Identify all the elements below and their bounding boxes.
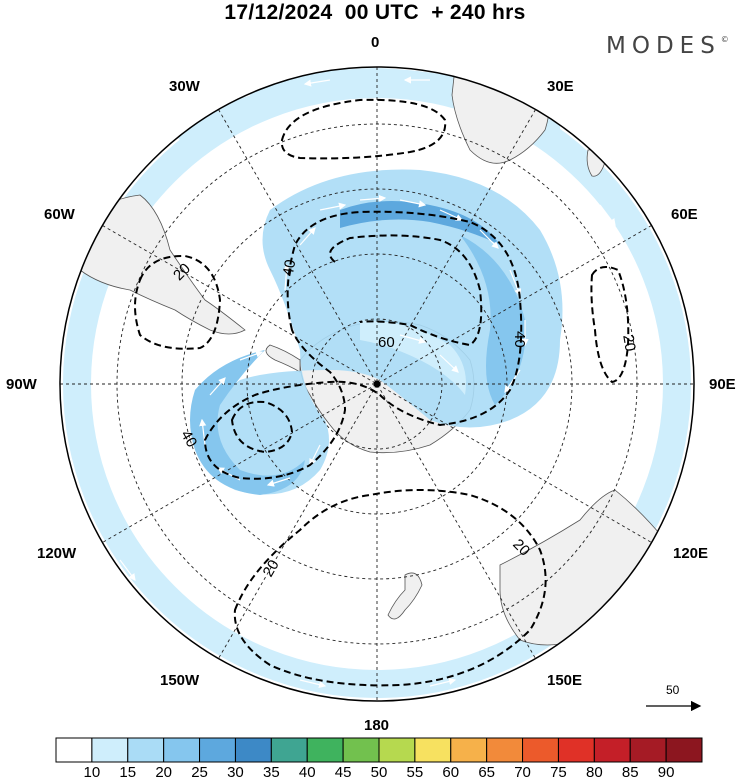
colorbar-swatch bbox=[414, 737, 452, 763]
lon-label-60e: 60E bbox=[671, 206, 698, 223]
colorbar-tick-label: 40 bbox=[298, 764, 316, 781]
colorbar-tick-label: 30 bbox=[227, 764, 244, 781]
colorbar-swatch bbox=[163, 737, 201, 763]
colorbar-swatch bbox=[629, 737, 667, 763]
colorbar-swatch bbox=[234, 737, 272, 763]
contour-20-east bbox=[590, 265, 630, 384]
lon-label-90e: 90E bbox=[709, 376, 736, 393]
colorbar-tick-label: 15 bbox=[119, 764, 137, 781]
colorbar-swatch bbox=[127, 737, 165, 763]
contour-40-jet bbox=[203, 210, 523, 480]
contour-20-south-america bbox=[134, 254, 222, 350]
antarctic-peninsula-land bbox=[265, 344, 301, 373]
lon-label-120w: 120W bbox=[37, 545, 77, 562]
south-pole-marker bbox=[373, 380, 381, 388]
colorbar-swatch bbox=[486, 737, 524, 763]
meridian-lines bbox=[60, 67, 694, 701]
colorbar-swatch bbox=[55, 737, 93, 763]
contour-label: 40 bbox=[280, 258, 300, 277]
colorbar-tick-label: 85 bbox=[621, 764, 639, 781]
south-america-land bbox=[69, 194, 246, 335]
colorbar-tick-label: 75 bbox=[550, 764, 567, 781]
colorbar-swatch bbox=[557, 737, 595, 763]
jet-stream-loop-west bbox=[190, 350, 305, 495]
colorbar-tick-label: 55 bbox=[406, 764, 424, 781]
polar-wind-map: 20 40 60 40 40 20 20 20 bbox=[59, 66, 702, 712]
contour-20-west-loop bbox=[230, 400, 294, 454]
lon-label-150w: 150W bbox=[160, 672, 200, 689]
colorbar-tick-label: 90 bbox=[657, 764, 675, 781]
colorbar-tick-label: 80 bbox=[585, 764, 603, 781]
colorbar-swatch bbox=[378, 737, 416, 763]
contour-label: 40 bbox=[177, 427, 200, 450]
contour-20-south bbox=[233, 489, 547, 687]
lon-label-30w: 30W bbox=[169, 78, 200, 95]
lon-label-120e: 120E bbox=[673, 545, 709, 562]
lon-label-30e: 30E bbox=[547, 78, 574, 95]
contour-60 bbox=[329, 234, 483, 347]
new-zealand-land bbox=[387, 572, 423, 620]
colorbar-swatch bbox=[306, 737, 344, 763]
contour-20-top bbox=[280, 98, 447, 160]
colorbar-tick-label: 45 bbox=[334, 764, 352, 781]
colorbar-tick-label: 65 bbox=[478, 764, 495, 781]
contour-label: 60 bbox=[378, 334, 395, 351]
colorbar-swatch bbox=[593, 737, 631, 763]
colorbar-swatch bbox=[522, 737, 559, 763]
colorbar-swatch bbox=[270, 737, 308, 763]
contour-label: 40 bbox=[511, 331, 528, 348]
colorbar-tick-label: 25 bbox=[191, 764, 208, 781]
colorbar bbox=[55, 737, 703, 763]
contour-label: 20 bbox=[260, 557, 283, 580]
lon-label-150e: 150E bbox=[547, 672, 583, 689]
colorbar-swatch bbox=[342, 737, 380, 763]
modes-logo: MODES© bbox=[606, 33, 729, 59]
copyright-mark: © bbox=[720, 35, 729, 44]
colorbar-swatch bbox=[199, 737, 236, 763]
colorbar-tick-label: 10 bbox=[83, 764, 101, 781]
colorbar-tick-label: 20 bbox=[155, 764, 172, 781]
jet-stream-band-east bbox=[460, 235, 526, 405]
map-title: 17/12/2024 00 UTC + 240 hrs bbox=[224, 1, 526, 24]
lon-label-0: 0 bbox=[371, 34, 380, 51]
globe-border bbox=[59, 66, 695, 702]
colorbar-tick-label: 50 bbox=[370, 764, 388, 781]
lon-label-180: 180 bbox=[364, 717, 390, 734]
jet-stream-band-antarctic bbox=[360, 320, 466, 395]
lon-label-90w: 90W bbox=[6, 376, 37, 393]
reference-vector-label: 50 bbox=[666, 683, 680, 697]
colorbar-tick-label: 60 bbox=[442, 764, 460, 781]
colorbar-swatch bbox=[665, 737, 703, 763]
isotach-contours bbox=[134, 98, 630, 687]
colorbar-tick-label: 35 bbox=[262, 764, 280, 781]
colorbar-swatch bbox=[91, 737, 129, 763]
contour-label: 20 bbox=[619, 333, 639, 352]
lon-label-60w: 60W bbox=[44, 206, 75, 223]
brand-name: MODES bbox=[606, 33, 721, 59]
colorbar-tick-label: 70 bbox=[514, 764, 531, 781]
colorbar-swatch bbox=[450, 737, 488, 763]
